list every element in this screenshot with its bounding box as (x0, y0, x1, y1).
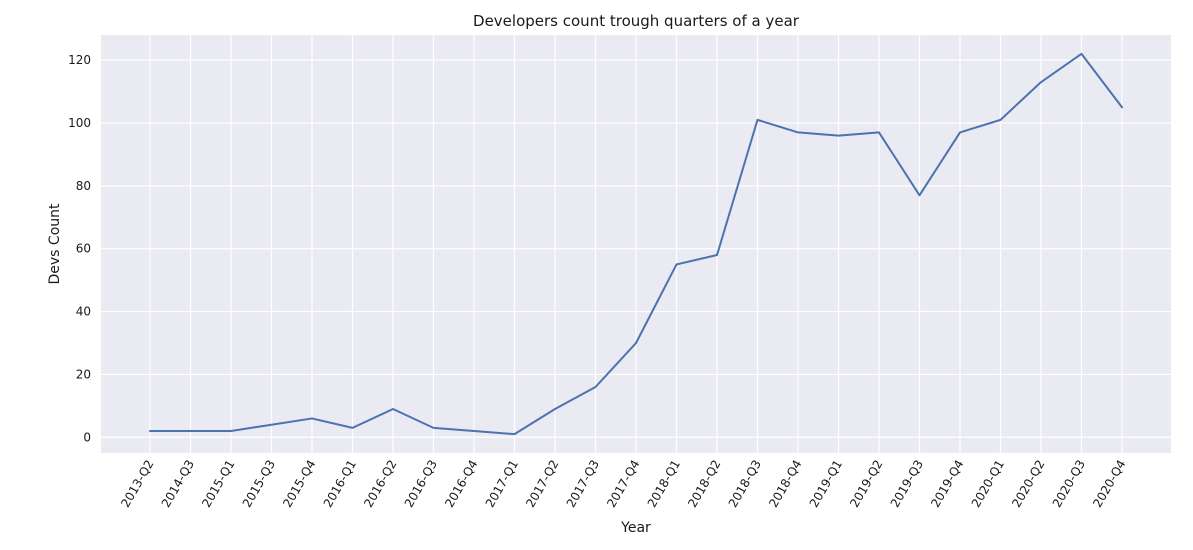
y-axis-label: Devs Count (47, 203, 63, 285)
y-tick-label: 20 (76, 367, 91, 381)
y-tick-label: 60 (76, 242, 91, 256)
y-tick-label: 0 (83, 430, 91, 444)
y-axis-ticks: 0 20 40 60 80 100 120 (68, 53, 91, 444)
y-tick-label: 120 (68, 53, 91, 67)
y-tick-label: 80 (76, 179, 91, 193)
series-group (149, 52, 1123, 436)
x-axis-label: Year (620, 520, 651, 536)
chart-title: Developers count trough quarters of a ye… (473, 12, 800, 30)
y-tick-label: 40 (76, 305, 91, 319)
y-tick-label: 100 (68, 116, 91, 130)
grid-lines (101, 35, 1171, 453)
